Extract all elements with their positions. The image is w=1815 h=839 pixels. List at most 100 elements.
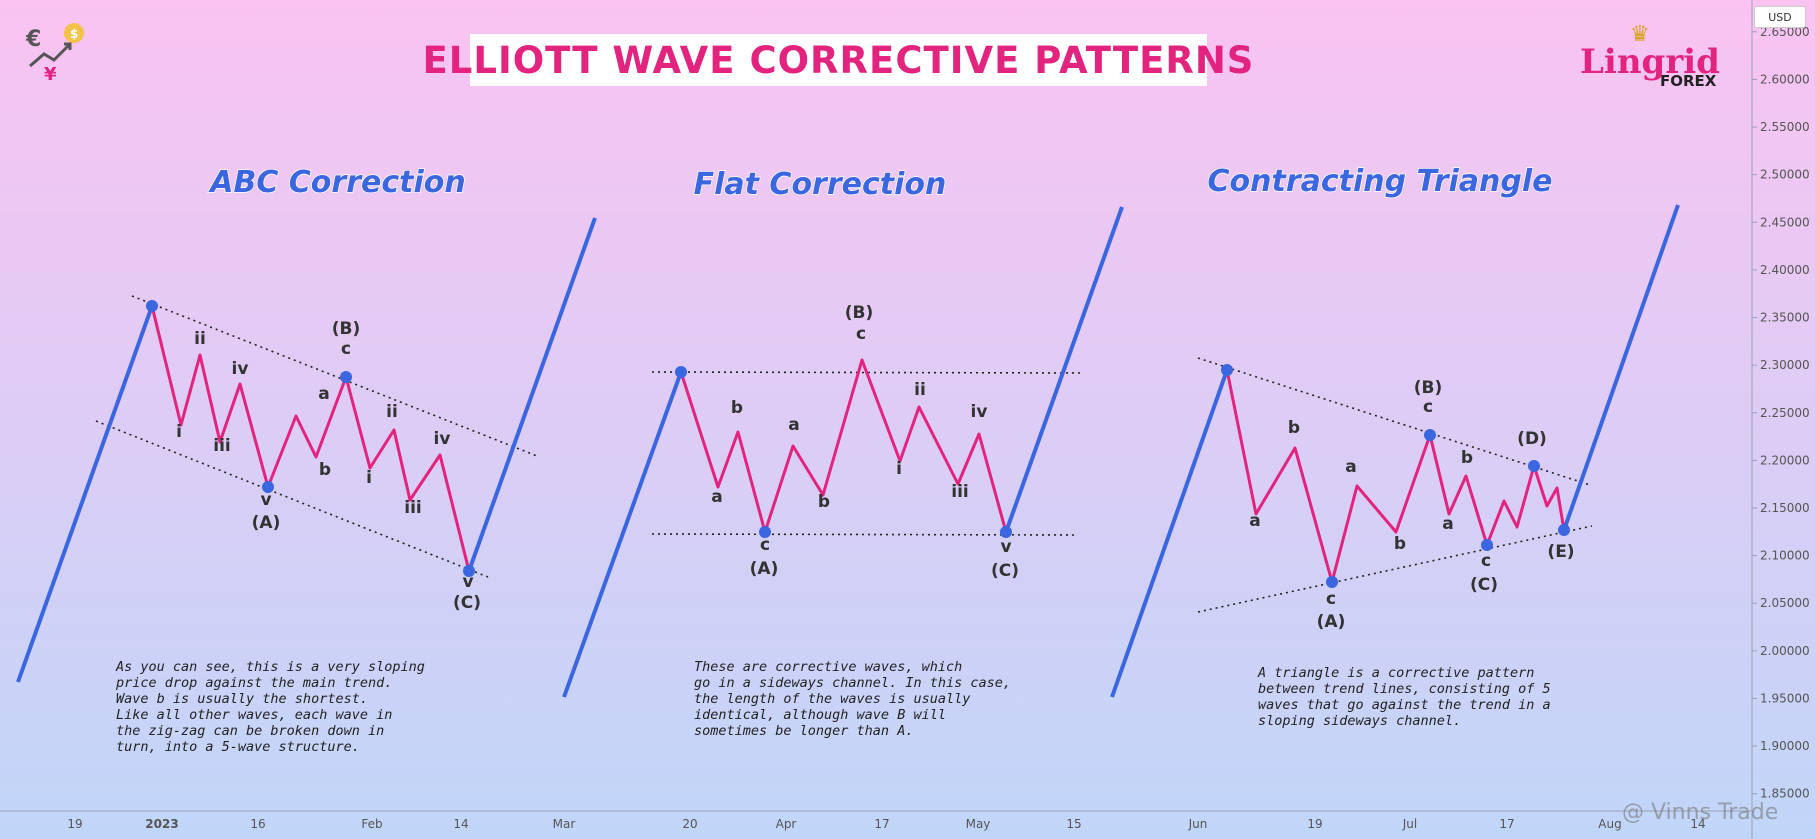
wave-line	[679, 358, 1008, 534]
wave-point	[759, 526, 771, 538]
pattern-title: ABC Correction	[208, 165, 465, 200]
wave-label: (B)	[332, 319, 361, 339]
time-tick-label: 16	[250, 817, 265, 831]
wave-label: ii	[194, 329, 206, 349]
price-tick-label: 2.15000	[1760, 501, 1810, 515]
time-axis[interactable]: 19 2023 16 Feb 14 Mar 20 Apr 17 May 15 Jun 19 Jul 17 Au…	[0, 810, 1752, 831]
wave-label: a	[711, 487, 722, 507]
time-tick-label: Feb	[361, 817, 382, 831]
wave-label: (C)	[453, 593, 481, 613]
time-tick-label: 14	[1690, 817, 1705, 831]
wave-label: a	[1345, 457, 1356, 477]
wave-line	[150, 305, 471, 572]
pattern-description-line: sometimes be longer than A.	[694, 723, 913, 739]
time-tick-label: May	[966, 817, 991, 831]
pattern-description-line: A triangle is a corrective pattern	[1257, 665, 1534, 681]
wave-point	[675, 366, 687, 378]
pattern-title: Contracting Triangle	[1208, 164, 1553, 199]
wave-label: iv	[971, 402, 988, 422]
wave-label: (B)	[845, 303, 874, 323]
logo-sub: FOREX	[1660, 72, 1717, 90]
pattern-title: Flat Correction	[694, 167, 947, 202]
wave-label: i	[366, 468, 372, 488]
wave-point	[1326, 576, 1338, 588]
contracting-triangle-group: Contracting Triangleabc(A)abc(B)abc(C)(D…	[1110, 163, 1680, 729]
wave-label: iv	[232, 359, 249, 379]
trend-line-in	[1110, 369, 1229, 698]
wave-label: iv	[434, 429, 451, 449]
wave-point	[146, 300, 158, 312]
wave-label: b	[1461, 448, 1473, 468]
svg-text:€: €	[25, 27, 41, 52]
wave-label: a	[788, 415, 799, 435]
pattern-description-line: Wave b is usually the shortest.	[116, 691, 368, 707]
wave-line	[1225, 369, 1566, 584]
page-title: ELLIOTT WAVE CORRECTIVE PATTERNS	[422, 38, 1255, 82]
abc-correction-group: ABC Correctioniiiiiiivv(A)abc(B)iiiiiiiv…	[16, 164, 597, 755]
price-tick-label: 2.50000	[1760, 168, 1810, 182]
pattern-description-line: Like all other waves, each wave in	[116, 707, 392, 723]
pattern-description-line: As you can see, this is a very sloping	[115, 659, 425, 675]
wave-label: c	[856, 324, 866, 344]
wave-label: b	[818, 492, 830, 512]
svg-text:$: $	[70, 27, 78, 41]
wave-label: (E)	[1547, 542, 1574, 562]
wave-label: b	[319, 460, 331, 480]
price-tick-label: 2.40000	[1760, 263, 1810, 277]
price-tick-label: 2.25000	[1760, 406, 1810, 420]
wave-label: iii	[404, 498, 421, 518]
wave-label: (A)	[1317, 612, 1346, 632]
time-tick-label: 20	[682, 817, 697, 831]
wave-label: v	[462, 572, 473, 592]
time-tick-label: Jul	[1402, 817, 1417, 831]
trend-line-in	[16, 305, 154, 683]
wave-label: iii	[951, 482, 968, 502]
price-tick-label: 2.60000	[1760, 72, 1810, 86]
crown-icon: ♛	[1630, 22, 1650, 47]
currency-icon: € $ ¥	[24, 22, 88, 85]
wave-label: iii	[213, 436, 230, 456]
time-tick-label: 17	[874, 817, 889, 831]
wave-label: ii	[386, 402, 398, 422]
wave-label: (C)	[991, 561, 1019, 581]
time-tick-label: Apr	[776, 817, 797, 831]
trend-line-out	[467, 217, 597, 572]
wave-label: (B)	[1414, 378, 1443, 398]
time-tick-label: 19	[1307, 817, 1322, 831]
svg-text:¥: ¥	[44, 64, 57, 82]
wave-label: (A)	[750, 559, 779, 579]
wave-label: a	[318, 384, 329, 404]
flat-correction-group: Flat Correctionabc(A)abc(B)iiiiiiivv(C)T…	[562, 166, 1124, 739]
wave-label: c	[341, 339, 351, 359]
channel-line	[95, 420, 489, 578]
price-tick-label: 1.95000	[1760, 691, 1810, 705]
brand-logo: ♛ Lingrid FOREX	[1580, 22, 1730, 92]
pattern-description-line: the length of the waves is usually	[694, 691, 971, 707]
wave-label: v	[260, 490, 271, 510]
wave-point	[1000, 526, 1012, 538]
pattern-description-line: go in a sideways channel. In this case,	[694, 675, 1011, 691]
wave-point	[1558, 524, 1570, 536]
trend-line-out	[1004, 206, 1124, 533]
wave-label: ii	[914, 380, 926, 400]
wave-label: c	[760, 535, 770, 555]
time-tick-label: 2023	[145, 817, 178, 831]
currency-badge[interactable]: USD	[1754, 6, 1806, 28]
price-tick-label: 2.20000	[1760, 453, 1810, 467]
time-tick-label: 19	[67, 817, 82, 831]
price-axis[interactable]: 2.65000 2.60000 2.55000 2.50000 2.45000 2.400…	[1751, 0, 1810, 839]
title-banner: ELLIOTT WAVE CORRECTIVE PATTERNS	[423, 34, 1253, 86]
wave-label: c	[1481, 551, 1491, 571]
wave-point	[1481, 539, 1493, 551]
trend-line-in	[562, 371, 683, 698]
patterns-layer: ABC Correctioniiiiiiivv(A)abc(B)iiiiiiiv…	[16, 163, 1680, 755]
wave-label: c	[1326, 589, 1336, 609]
time-tick-label: Jun	[1188, 817, 1208, 831]
time-tick-label: 15	[1066, 817, 1081, 831]
wave-label: (A)	[252, 513, 281, 533]
pattern-description-line: waves that go against the trend in a	[1258, 697, 1551, 713]
wave-label: b	[731, 398, 743, 418]
wave-point	[262, 481, 274, 493]
price-tick-label: 2.35000	[1760, 311, 1810, 325]
